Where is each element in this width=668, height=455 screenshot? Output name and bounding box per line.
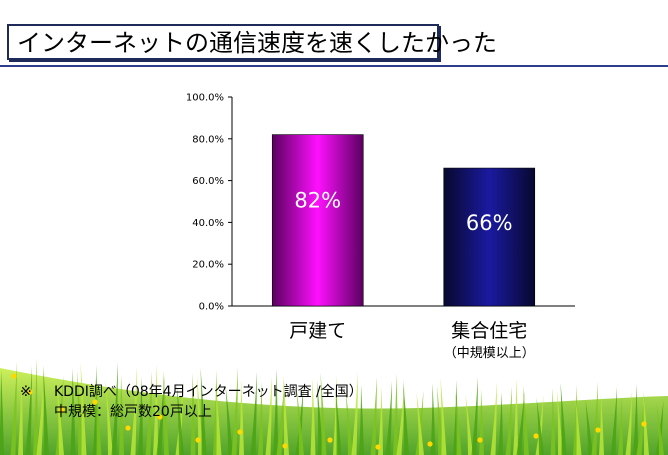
y-tick-label: 100.0% xyxy=(186,93,224,104)
title-underline xyxy=(0,65,668,67)
footnote: ※ KDDI調べ（08年4月インターネット調査 /全国） 中規模：総戸数20戸以上 xyxy=(20,382,363,422)
bar-value-label: 82% xyxy=(294,188,341,212)
bar-value-label: 66% xyxy=(466,211,513,235)
y-tick-label: 20.0% xyxy=(192,260,224,271)
footnote-mark: ※ xyxy=(20,384,32,400)
category-label: 集合住宅 xyxy=(451,320,527,342)
y-tick-label: 40.0% xyxy=(192,218,224,229)
bar-1 xyxy=(271,134,364,307)
y-tick-label: 0.0% xyxy=(199,302,224,313)
chart-plot-area: 0.0% 20.0% 40.0% 60.0% 80.0% 100.0% 82% 戸建て 66% 集… xyxy=(186,93,575,361)
category-sublabel: （中規模以上） xyxy=(444,346,535,361)
page-title: インターネットの通信速度を速くしたかった xyxy=(17,29,497,57)
title-box: インターネットの通信速度を速くしたかった xyxy=(7,24,497,60)
bar-2 xyxy=(443,167,536,307)
y-tick-label: 60.0% xyxy=(192,176,224,187)
y-tick-label: 80.0% xyxy=(192,134,224,145)
footnote-source: KDDI調べ（08年4月インターネット調査 /全国） xyxy=(54,384,363,400)
footnote-definition: 中規模：総戸数20戸以上 xyxy=(54,404,212,420)
category-label: 戸建て xyxy=(289,320,346,342)
footnote-line-1: ※ KDDI調べ（08年4月インターネット調査 /全国） xyxy=(20,382,363,402)
footnote-line-2: 中規模：総戸数20戸以上 xyxy=(20,402,363,422)
